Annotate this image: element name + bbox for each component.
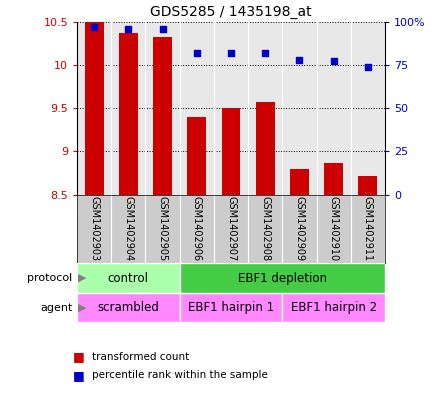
- Text: GSM1402904: GSM1402904: [123, 196, 133, 261]
- Text: percentile rank within the sample: percentile rank within the sample: [92, 370, 268, 380]
- Text: GSM1402909: GSM1402909: [294, 196, 304, 261]
- Bar: [290, 169, 309, 195]
- Point: [364, 63, 371, 70]
- Text: GSM1402911: GSM1402911: [363, 196, 373, 261]
- Point: [227, 50, 235, 56]
- Bar: [282, 293, 385, 322]
- Point: [330, 58, 337, 64]
- Bar: [153, 37, 172, 195]
- Text: ■: ■: [73, 350, 88, 364]
- Text: ■: ■: [73, 369, 88, 382]
- Text: EBF1 depletion: EBF1 depletion: [238, 272, 327, 285]
- Text: protocol: protocol: [27, 273, 73, 283]
- Point: [91, 24, 98, 30]
- Title: GDS5285 / 1435198_at: GDS5285 / 1435198_at: [150, 5, 312, 19]
- Bar: [180, 293, 282, 322]
- Text: EBF1 hairpin 2: EBF1 hairpin 2: [290, 301, 377, 314]
- Text: ▶: ▶: [78, 273, 87, 283]
- Text: GSM1402907: GSM1402907: [226, 196, 236, 262]
- Text: GSM1402903: GSM1402903: [89, 196, 99, 261]
- Text: GSM1402906: GSM1402906: [192, 196, 202, 261]
- Bar: [77, 293, 180, 322]
- Bar: [359, 176, 378, 195]
- Text: GSM1402910: GSM1402910: [329, 196, 339, 261]
- Text: transformed count: transformed count: [92, 352, 190, 362]
- Bar: [256, 102, 275, 195]
- Bar: [324, 163, 343, 195]
- Bar: [180, 263, 385, 293]
- Text: ▶: ▶: [78, 303, 87, 312]
- Bar: [84, 22, 103, 195]
- Bar: [187, 117, 206, 195]
- Text: EBF1 hairpin 1: EBF1 hairpin 1: [188, 301, 274, 314]
- Point: [193, 50, 200, 56]
- Bar: [77, 263, 180, 293]
- Text: agent: agent: [40, 303, 73, 312]
- Bar: [222, 108, 240, 195]
- Text: GSM1402905: GSM1402905: [158, 196, 168, 262]
- Point: [125, 26, 132, 32]
- Point: [262, 50, 269, 56]
- Point: [296, 57, 303, 63]
- Text: control: control: [108, 272, 149, 285]
- Text: scrambled: scrambled: [97, 301, 159, 314]
- Text: GSM1402908: GSM1402908: [260, 196, 270, 261]
- Point: [159, 26, 166, 32]
- Bar: [119, 33, 138, 195]
